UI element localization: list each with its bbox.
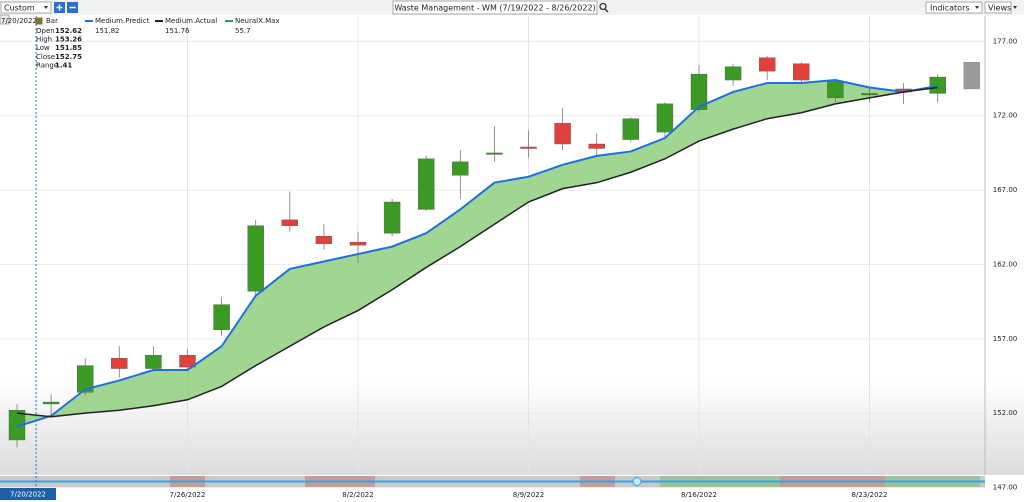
candle-body	[145, 354, 162, 369]
y-tick-label: 167.00	[993, 186, 1018, 194]
chart-title: Waste Management - WM (7/19/2022 - 8/26/…	[394, 4, 595, 13]
candle-body	[861, 93, 878, 96]
candle-body	[111, 357, 128, 369]
candle-body	[418, 158, 435, 210]
dropdown-arrow	[1013, 6, 1017, 9]
candle-body	[690, 73, 708, 110]
candle-body	[622, 118, 639, 140]
candle-body	[759, 57, 776, 72]
legend-value: 151.82	[95, 27, 120, 35]
x-tick-label: 8/9/2022	[513, 491, 544, 499]
candle-body	[486, 152, 503, 155]
candle-body	[963, 62, 980, 90]
crosshair-date-box	[0, 488, 56, 500]
y-tick-label: 177.00	[993, 37, 1018, 45]
legend-value: 55.7	[235, 27, 251, 35]
candle-body	[827, 81, 844, 99]
info-label: Low	[36, 44, 50, 52]
candle-body	[42, 401, 60, 405]
dropdown-arrow	[44, 6, 48, 9]
series-line	[16, 79, 938, 428]
info-value: 151.85	[55, 44, 82, 52]
candle-body	[315, 236, 333, 244]
plus-icon	[56, 4, 63, 11]
info-swatch	[35, 17, 43, 25]
title-box	[392, 0, 598, 15]
candle-body	[929, 76, 946, 94]
y-tick-label: 152.00	[993, 409, 1018, 417]
legend-label: NeuralX.Max	[235, 17, 280, 25]
info-label: Open	[36, 27, 55, 35]
candle-body	[588, 143, 605, 149]
info-value: 1.41	[55, 61, 72, 69]
crosshair-date-top: 7/20/2022	[1, 17, 37, 25]
crosshair-date: 7/20/2022	[10, 491, 46, 499]
candle-body	[520, 146, 537, 149]
candle-body	[213, 304, 230, 331]
y-tick-label: 147.00	[993, 484, 1018, 492]
candle-body	[349, 241, 367, 246]
info-label: Range	[36, 61, 58, 69]
views-label: Views	[988, 4, 1011, 13]
search-icon[interactable]	[599, 2, 609, 13]
preset-label: Custom	[4, 4, 35, 13]
info-series-name: Bar	[46, 17, 58, 25]
indicators-label: Indicators	[930, 4, 970, 13]
candle-body	[656, 103, 674, 133]
dropdown-arrow	[975, 6, 979, 9]
series-line	[16, 86, 938, 418]
scroll-thumb[interactable]	[632, 477, 642, 486]
x-tick-label: 8/16/2022	[681, 491, 717, 499]
candle-body	[179, 354, 196, 368]
info-value: 152.75	[55, 53, 82, 61]
indicators-dropdown[interactable]	[925, 1, 983, 14]
candle-body	[724, 66, 742, 81]
y-tick-label: 172.00	[993, 112, 1018, 120]
x-tick-label: 8/2/2022	[342, 491, 373, 499]
prediction-band	[17, 80, 938, 427]
info-value: 153.26	[55, 36, 82, 44]
candle-body	[554, 122, 571, 145]
legend-label: Medium.Actual	[165, 17, 217, 25]
preset-dropdown[interactable]	[0, 1, 52, 14]
y-tick-label: 162.00	[993, 260, 1018, 268]
y-tick-label: 157.00	[993, 335, 1018, 343]
x-tick-label: 8/23/2022	[852, 491, 888, 499]
info-label: Close	[36, 53, 55, 61]
candle-body	[452, 161, 469, 176]
crosshair-date-tag	[0, 14, 10, 25]
info-label: High	[36, 36, 52, 44]
legend-label: Medium.Predict	[95, 17, 150, 25]
candle-body	[793, 63, 810, 81]
views-dropdown[interactable]	[984, 1, 1012, 14]
candle-body	[383, 201, 401, 234]
candle-body	[281, 219, 298, 226]
legend-value: 151.76	[165, 27, 190, 35]
info-value: 152.62	[55, 27, 82, 35]
candle-body	[247, 225, 264, 292]
candle-body	[76, 365, 94, 393]
x-tick-label: 7/26/2022	[170, 491, 206, 499]
